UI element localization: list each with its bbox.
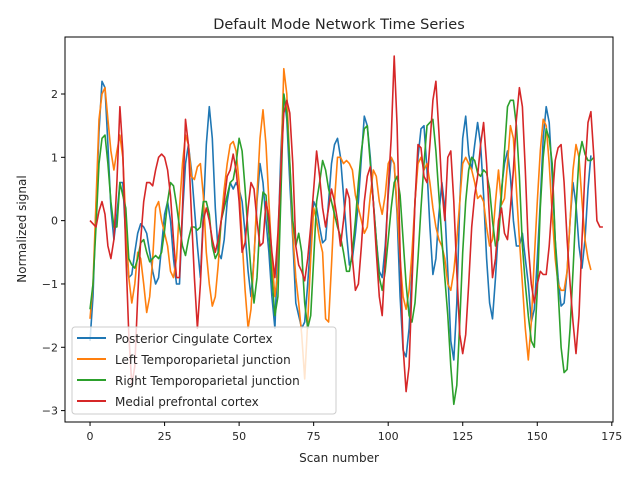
y-tick-label: −3 [42,405,58,418]
x-axis-label: Scan number [299,451,379,465]
x-tick-label: 150 [527,430,548,443]
x-axis: 0 25 50 75 100 125 150 175 [87,422,622,443]
x-tick-label: 25 [158,430,172,443]
y-tick-label: −1 [42,278,58,291]
series-line-3 [89,55,603,393]
plot-frame [64,36,614,423]
y-axis-label: Normalized signal [15,175,29,282]
x-tick-label: 0 [87,430,94,443]
y-tick-label: −2 [42,341,58,354]
legend-label: Medial prefrontal cortex [115,395,259,409]
legend-item-ltpj: Left Temporoparietal junction [77,353,291,367]
series-line-2 [89,93,595,406]
legend-label: Right Temporoparietal junction [115,374,300,388]
chart-title: Default Mode Network Time Series [213,17,465,33]
y-axis: −3 −2 −1 0 1 2 [42,88,65,418]
y-tick-label: 2 [51,88,58,101]
legend-box [71,326,337,415]
x-tick-label: 100 [378,430,399,443]
legend-item-pcc: Posterior Cingulate Cortex [77,332,273,346]
y-tick-label: 1 [51,151,58,164]
legend-label: Left Temporoparietal junction [115,353,291,367]
x-tick-label: 175 [601,430,622,443]
series-layer [89,55,603,406]
x-tick-label: 50 [232,430,246,443]
y-tick-label: 0 [51,215,58,228]
x-tick-label: 75 [307,430,321,443]
legend-item-rtpj: Right Temporoparietal junction [77,374,300,388]
legend: Posterior Cingulate Cortex Left Temporop… [71,326,337,415]
legend-item-mpfc: Medial prefrontal cortex [77,395,259,409]
x-tick-label: 125 [452,430,473,443]
series-line-1 [89,67,592,380]
legend-label: Posterior Cingulate Cortex [115,332,273,346]
